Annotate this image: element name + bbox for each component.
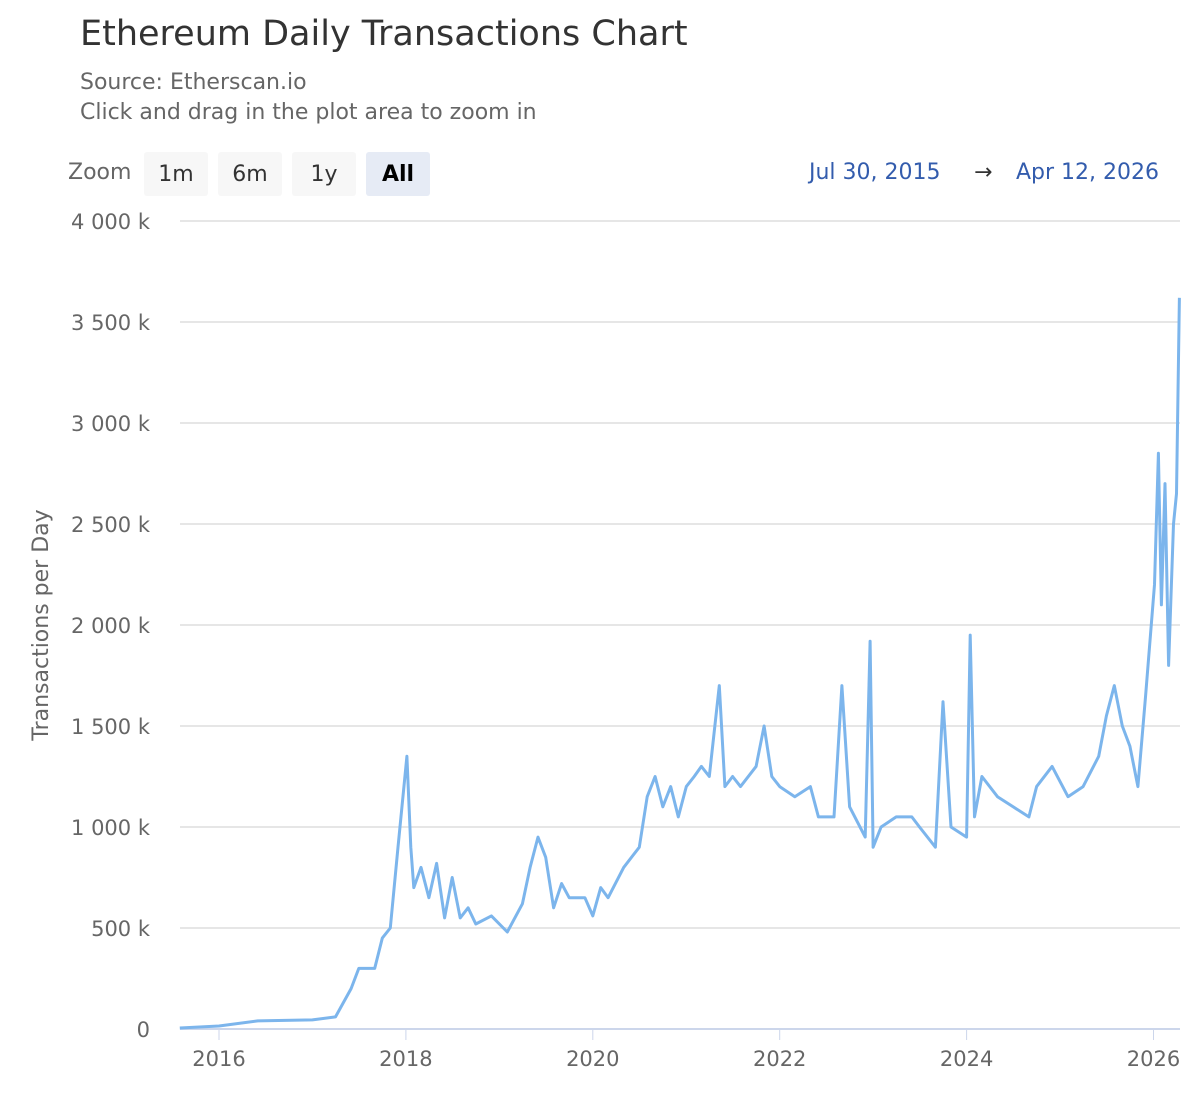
zoom-hint: Click and drag in the plot area to zoom …: [80, 100, 537, 125]
range-arrow: →: [974, 160, 993, 185]
x-tick-label: 2022: [753, 1047, 806, 1071]
y-tick-label: 1 000 k: [71, 816, 151, 840]
x-tick-label: 2024: [940, 1047, 993, 1071]
y-axis-title: Transactions per Day: [29, 509, 54, 741]
chart-subtitle: Source: Etherscan.io: [80, 70, 307, 95]
y-tick-label: 1 500 k: [71, 715, 151, 739]
zoom-6m-button[interactable]: 6m: [218, 152, 282, 196]
x-tick-label: 2016: [192, 1047, 245, 1071]
y-tick-label: 4 000 k: [71, 210, 151, 234]
y-tick-label: 3 500 k: [71, 311, 151, 335]
zoom-label: Zoom: [68, 160, 132, 185]
range-to-input[interactable]: Apr 12, 2026: [1016, 160, 1160, 185]
zoom-all-button[interactable]: All: [366, 152, 430, 196]
chart-title: Ethereum Daily Transactions Chart: [80, 14, 688, 54]
series-line: [179, 297, 1181, 1030]
range-from-input[interactable]: Jul 30, 2015: [809, 160, 941, 185]
zoom-1m-button[interactable]: 1m: [144, 152, 208, 196]
y-tick-label: 2 500 k: [71, 513, 151, 537]
x-tick-label: 2018: [379, 1047, 432, 1071]
y-tick-label: 0: [137, 1018, 150, 1042]
y-tick-label: 3 000 k: [71, 412, 151, 436]
y-tick-label: 500 k: [91, 917, 151, 941]
x-tick-label: 2020: [566, 1047, 619, 1071]
x-tick-label: 2026: [1127, 1047, 1180, 1071]
y-tick-label: 2 000 k: [71, 614, 151, 638]
zoom-1y-button[interactable]: 1y: [292, 152, 356, 196]
